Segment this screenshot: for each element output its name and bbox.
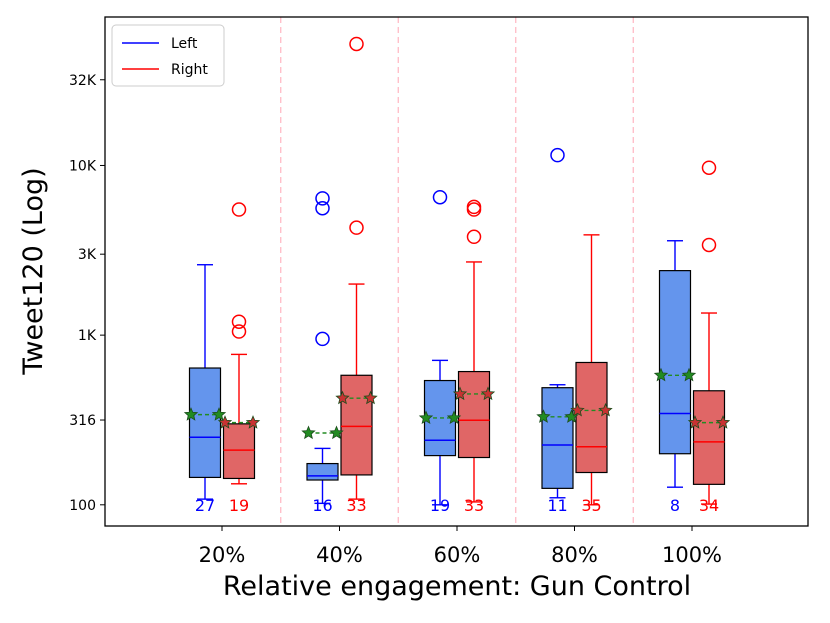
box-iqr	[457, 370, 491, 459]
box-iqr	[541, 387, 574, 489]
outlier-point	[315, 331, 330, 347]
box-left-20pct	[188, 264, 222, 500]
box-iqr	[188, 367, 222, 479]
y-tick-label: 3K	[78, 247, 97, 263]
x-tick-label: 100%	[662, 543, 722, 567]
count-label: 34	[699, 496, 719, 515]
mean-star-marker	[564, 409, 579, 423]
mean-star-marker	[570, 402, 585, 417]
mean-star-marker	[681, 367, 697, 382]
box-iqr	[222, 423, 256, 480]
box-left-100pct	[658, 240, 692, 488]
outlier-point	[231, 202, 247, 217]
sample-counts: 27 16 19 11 8 19 33 33 35 34	[195, 496, 719, 515]
count-label: 35	[581, 496, 601, 515]
x-axis-label: Relative engagement: Gun Control	[223, 571, 691, 602]
category-separators	[280, 17, 634, 526]
mean-star-marker	[335, 390, 350, 405]
outlier-point	[701, 160, 717, 175]
mean-markers	[183, 367, 731, 440]
count-label: 19	[430, 496, 450, 515]
outlier-point	[315, 191, 330, 206]
y-tick-label: 316	[69, 413, 96, 429]
outlier-point	[349, 220, 364, 235]
mean-star-marker	[536, 409, 551, 423]
legend: Left Right	[111, 24, 225, 87]
mean-star-marker	[211, 407, 227, 421]
outlier-point	[231, 324, 247, 339]
box-right-100pct	[692, 160, 726, 505]
mean-star-marker	[598, 402, 613, 417]
box-right-40pct	[340, 36, 373, 500]
box-left-60pct	[423, 189, 457, 506]
y-axis: 100 316 1K 3K 10K 32K	[69, 73, 105, 514]
outlier-point	[701, 237, 717, 253]
y-tick-label: 10K	[69, 158, 97, 174]
mean-star-marker	[183, 407, 199, 421]
x-axis: 20% 40% 60% 80% 100%	[199, 526, 722, 567]
box-iqr	[340, 374, 373, 476]
mean-star-marker	[363, 390, 378, 405]
box-iqr	[692, 390, 726, 485]
x-tick-label: 80%	[551, 543, 598, 567]
box-left-40pct	[306, 191, 339, 505]
mean-star-marker	[452, 386, 468, 401]
count-label: 16	[312, 496, 332, 515]
y-tick-label: 1K	[78, 328, 97, 344]
count-label: 33	[346, 496, 366, 515]
count-label: 19	[229, 496, 249, 515]
box-right-20pct	[222, 202, 256, 485]
outlier-point	[231, 314, 247, 329]
legend-label-right: Right	[171, 62, 208, 78]
outlier-point	[349, 36, 364, 52]
box-plot-series	[188, 36, 726, 506]
mean-star-marker	[329, 425, 344, 440]
mean-star-marker	[446, 410, 462, 425]
count-label: 8	[670, 496, 680, 515]
y-axis-label: Tweet120 (Log)	[18, 167, 49, 375]
x-tick-label: 60%	[434, 543, 481, 567]
count-label: 11	[547, 496, 567, 515]
outlier-point	[432, 189, 448, 205]
legend-frame	[111, 24, 225, 87]
outlier-point	[315, 200, 330, 216]
outlier-point	[466, 202, 482, 217]
y-tick-label: 100	[69, 498, 96, 514]
x-tick-label: 20%	[199, 543, 246, 567]
box-right-80pct	[575, 234, 608, 506]
legend-label-left: Left	[171, 36, 198, 52]
x-tick-label: 40%	[316, 543, 363, 567]
mean-star-marker	[245, 415, 261, 429]
mean-star-marker	[480, 386, 496, 401]
box-iqr	[306, 462, 339, 481]
mean-star-marker	[687, 415, 703, 429]
count-label: 33	[464, 496, 484, 515]
outlier-point	[466, 229, 482, 245]
box-iqr	[658, 270, 692, 455]
mean-star-marker	[217, 415, 233, 429]
outlier-point	[550, 147, 565, 163]
box-left-80pct	[541, 147, 574, 499]
mean-star-marker	[715, 415, 731, 429]
box-iqr	[575, 361, 608, 474]
mean-star-marker	[418, 410, 434, 425]
count-label: 27	[195, 496, 215, 515]
box-right-60pct	[457, 199, 491, 503]
mean-star-marker	[653, 367, 669, 382]
y-tick-label: 32K	[69, 73, 97, 89]
mean-star-marker	[301, 425, 316, 440]
